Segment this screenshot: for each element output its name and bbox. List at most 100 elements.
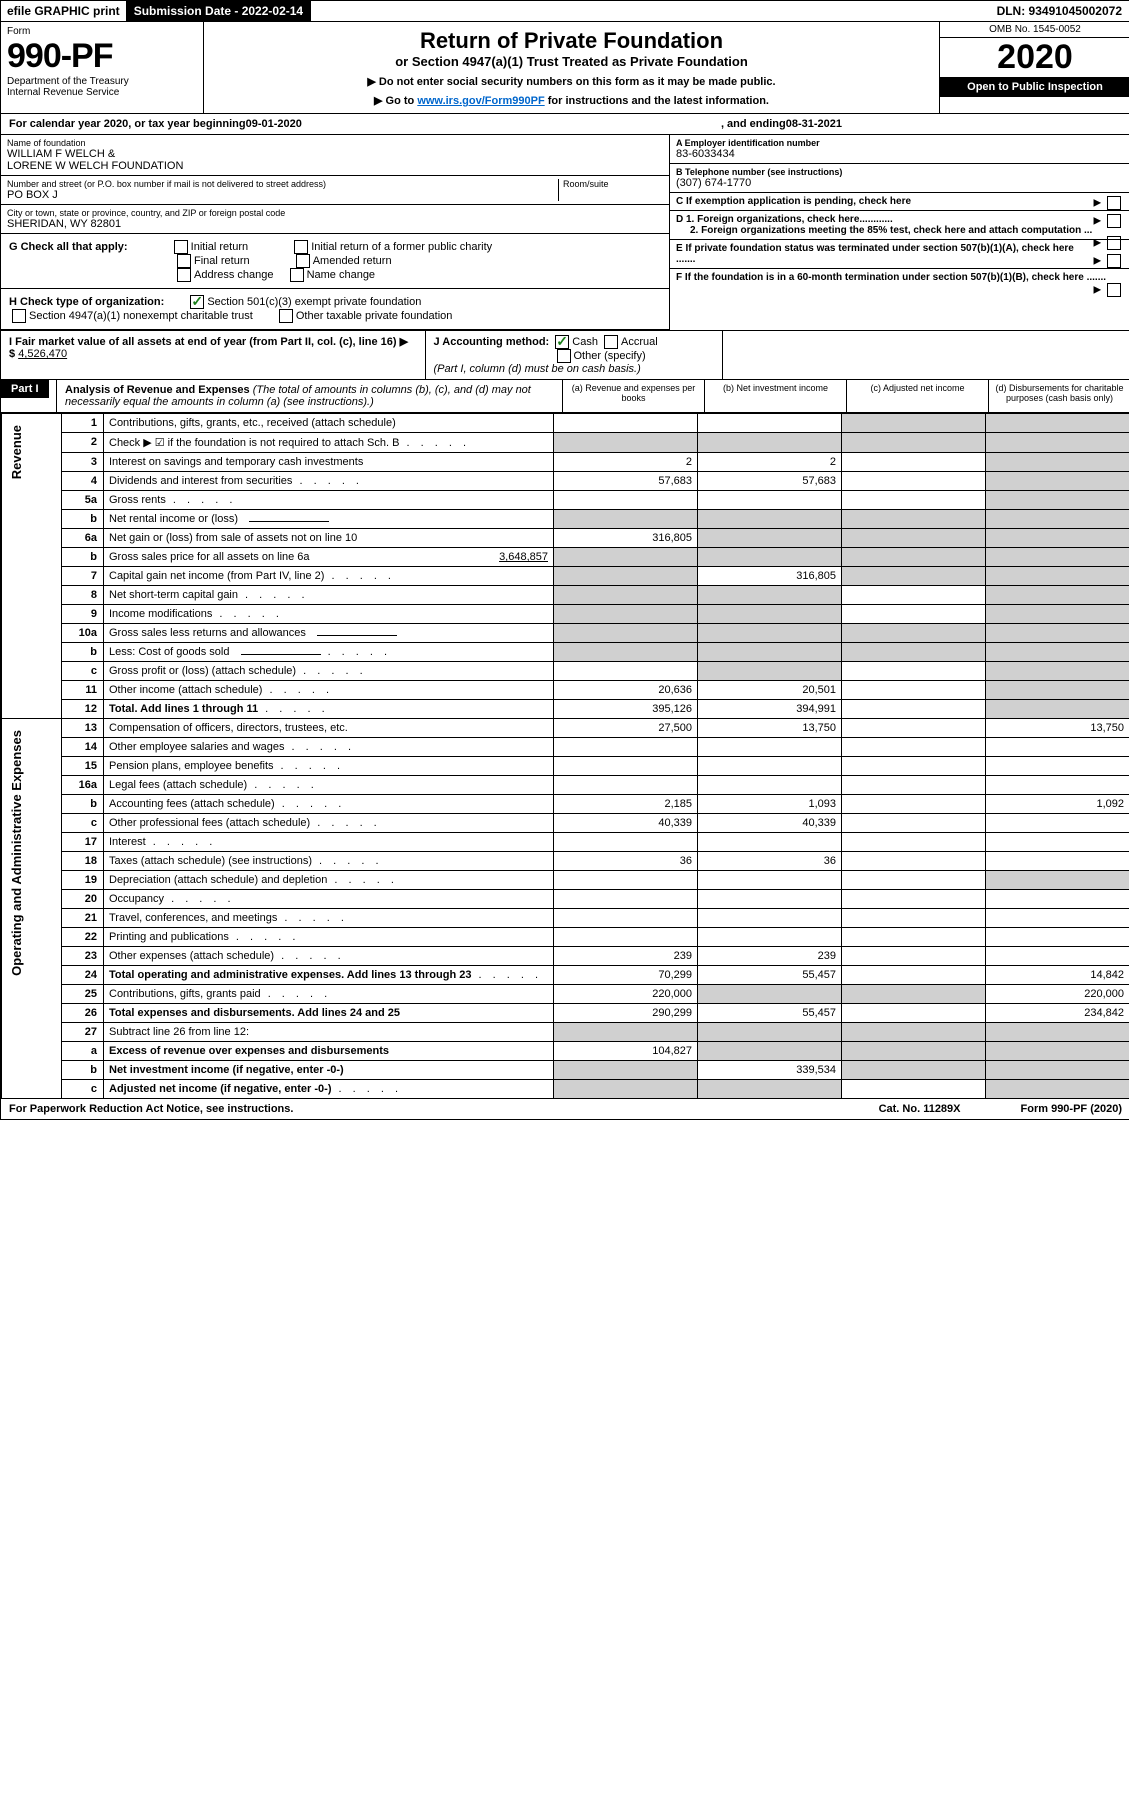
footer-mid: Cat. No. 11289X [879,1103,961,1115]
footer: For Paperwork Reduction Act Notice, see … [1,1099,1129,1119]
j-other: Other (specify) [574,350,646,362]
info-left: Name of foundation WILLIAM F WELCH & LOR… [1,135,669,330]
d1-label: D 1. Foreign organizations, check here..… [676,214,893,225]
section-g: G Check all that apply: Initial return I… [1,234,669,289]
chk-amended[interactable] [296,254,310,268]
city-state-zip: SHERIDAN, WY 82801 [7,218,663,230]
table-row: Revenue1Contributions, gifts, grants, et… [2,414,1129,433]
j-cash: Cash [572,336,598,348]
chk-4947[interactable] [12,309,26,323]
chk-accrual[interactable] [604,335,618,349]
col-b-header: (b) Net investment income [704,380,846,412]
table-row: aExcess of revenue over expenses and dis… [2,1042,1129,1061]
chk-initial[interactable] [174,240,188,254]
table-row: 27Subtract line 26 from line 12: [2,1023,1129,1042]
telephone: (307) 674-1770 [676,177,1124,189]
g-addr: Address change [194,269,274,281]
col-d-header: (d) Disbursements for charitable purpose… [988,380,1129,412]
form-990pf: efile GRAPHIC print Submission Date - 20… [0,0,1129,1120]
table-row: 4Dividends and interest from securities … [2,472,1129,491]
table-row: bLess: Cost of goods sold . . . . . [2,643,1129,662]
g-label: G Check all that apply: [9,241,128,253]
h-label: H Check type of organization: [9,296,164,308]
chk-other-taxable[interactable] [279,309,293,323]
table-row: bGross sales price for all assets on lin… [2,548,1129,567]
h-other: Other taxable private foundation [296,310,453,322]
col-c-header: (c) Adjusted net income [846,380,988,412]
table-row: bNet investment income (if negative, ent… [2,1061,1129,1080]
table-row: 22Printing and publications . . . . . [2,928,1129,947]
efile-label: efile GRAPHIC print [1,1,126,21]
i-label: I Fair market value of all assets at end… [9,336,408,360]
chk-501c3[interactable] [190,295,204,309]
table-row: 9Income modifications . . . . . [2,605,1129,624]
table-row: 23Other expenses (attach schedule) . . .… [2,947,1129,966]
chk-exemption-pending[interactable] [1107,196,1121,210]
col-a-header: (a) Revenue and expenses per books [562,380,704,412]
table-row: 17Interest . . . . . [2,833,1129,852]
h-4947: Section 4947(a)(1) nonexempt charitable … [29,310,253,322]
table-row: 12Total. Add lines 1 through 11 . . . . … [2,700,1129,719]
calyear-mid: , and ending [721,118,786,130]
header-center: Return of Private Foundation or Section … [204,22,939,113]
j-accrual: Accrual [621,336,658,348]
ein: 83-6033434 [676,148,1124,160]
omb-number: OMB No. 1545-0052 [940,22,1129,38]
chk-name-change[interactable] [290,268,304,282]
chk-cash[interactable] [555,335,569,349]
dept-label: Department of the Treasury [7,76,197,87]
table-row: cAdjusted net income (if negative, enter… [2,1080,1129,1099]
header-left: Form 990-PF Department of the Treasury I… [1,22,204,113]
chk-final[interactable] [177,254,191,268]
name-label: Name of foundation [7,138,663,148]
entity-info: Name of foundation WILLIAM F WELCH & LOR… [1,135,1129,331]
instr2-post: for instructions and the latest informat… [545,95,769,107]
tel-label: B Telephone number (see instructions) [676,167,842,177]
form-link[interactable]: www.irs.gov/Form990PF [417,95,544,107]
part1-label: Part I [1,380,49,398]
table-row: bNet rental income or (loss) [2,510,1129,529]
chk-terminated[interactable] [1107,254,1121,268]
table-row: 6aNet gain or (loss) from sale of assets… [2,529,1129,548]
j-note: (Part I, column (d) must be on cash basi… [434,363,641,375]
part1-title: Analysis of Revenue and Expenses [65,384,250,396]
table-row: 15Pension plans, employee benefits . . .… [2,757,1129,776]
footer-right: Form 990-PF (2020) [1021,1103,1122,1115]
table-row: 14Other employee salaries and wages . . … [2,738,1129,757]
calyear-end: 08-31-2021 [786,118,842,130]
revenue-expense-table: Revenue1Contributions, gifts, grants, et… [1,413,1129,1099]
chk-60month[interactable] [1107,283,1121,297]
ein-label: A Employer identification number [676,138,820,148]
form-number: 990-PF [7,37,197,76]
calyear-begin: 09-01-2020 [246,118,302,130]
g-name: Name change [307,269,376,281]
city-label: City or town, state or province, country… [7,208,663,218]
chk-other-method[interactable] [557,349,571,363]
table-row: 16aLegal fees (attach schedule) . . . . … [2,776,1129,795]
chk-foreign-85[interactable] [1107,236,1121,250]
table-row: 20Occupancy . . . . . [2,890,1129,909]
chk-initial-former[interactable] [294,240,308,254]
addr-label: Number and street (or P.O. box number if… [7,179,554,189]
table-row: 10aGross sales less returns and allowanc… [2,624,1129,643]
table-row: cOther professional fees (attach schedul… [2,814,1129,833]
form-subtitle: or Section 4947(a)(1) Trust Treated as P… [212,54,931,69]
header-right: OMB No. 1545-0052 2020 Open to Public In… [939,22,1129,113]
table-row: 7Capital gain net income (from Part IV, … [2,567,1129,586]
form-title: Return of Private Foundation [212,28,931,54]
chk-foreign[interactable] [1107,214,1121,228]
table-row: 8Net short-term capital gain . . . . . [2,586,1129,605]
chk-addr-change[interactable] [177,268,191,282]
table-row: 5aGross rents . . . . . [2,491,1129,510]
calendar-year-row: For calendar year 2020, or tax year begi… [1,114,1129,135]
submission-date: Submission Date - 2022-02-14 [126,1,311,21]
table-row: 19Depreciation (attach schedule) and dep… [2,871,1129,890]
top-bar: efile GRAPHIC print Submission Date - 20… [1,1,1129,22]
g-final: Final return [194,255,250,267]
g-initial-former: Initial return of a former public charit… [311,241,492,253]
c-label: C If exemption application is pending, c… [676,196,911,207]
table-row: 25Contributions, gifts, grants paid . . … [2,985,1129,1004]
table-row: cGross profit or (loss) (attach schedule… [2,662,1129,681]
form-label: Form [7,26,197,37]
d2-label: 2. Foreign organizations meeting the 85%… [690,225,1092,236]
